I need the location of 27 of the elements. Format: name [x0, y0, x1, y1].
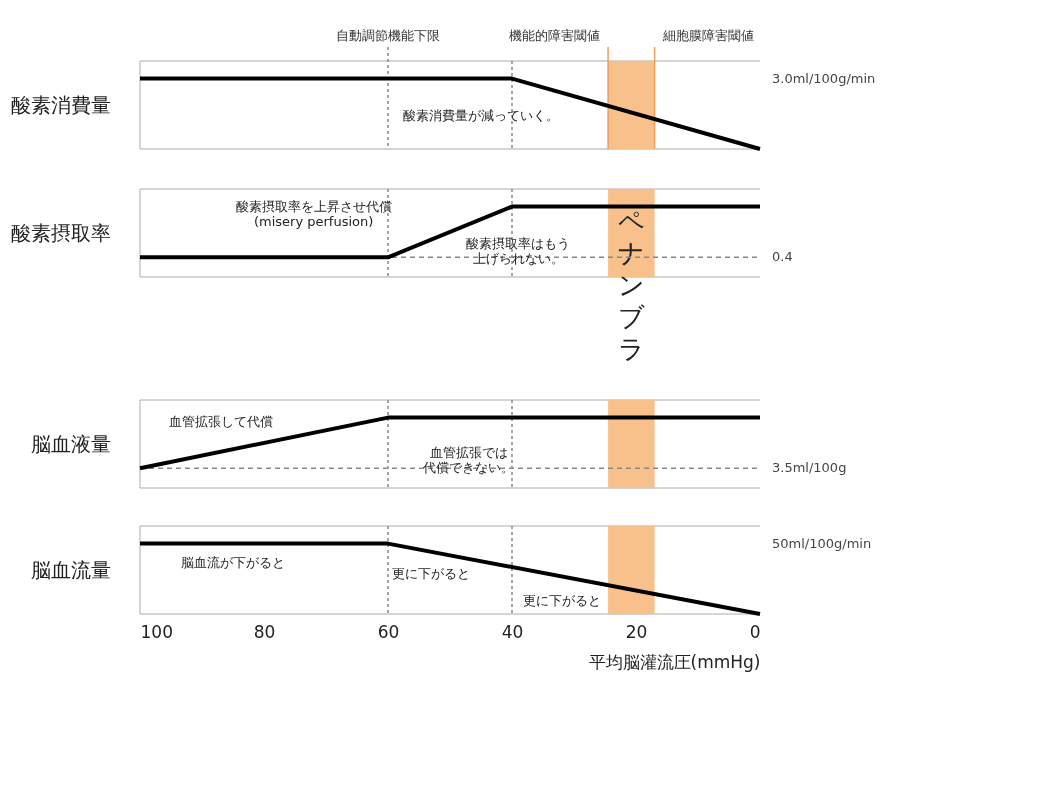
annotation: 脳血流が下がると — [181, 554, 285, 570]
annotation: 酸素摂取率を上昇させ代償 (misery perfusion) — [235, 198, 392, 229]
x-tick-label: 100 — [140, 621, 173, 642]
text: 50ml/100g/min — [772, 535, 872, 551]
annotation: 酸素消費量が減っていく。 — [403, 107, 559, 123]
text: 3.0ml/100g/min — [772, 70, 876, 86]
x-tick-label: 60 — [377, 621, 400, 642]
text: 0.4 — [772, 249, 793, 265]
ref-line-label: 機能的障害閾値 — [509, 28, 601, 43]
y-axis-title: 脳血流量 — [30, 557, 111, 582]
annotation: 血管拡張では代償できない。 — [422, 444, 515, 475]
band-label: ペナンブラ — [617, 206, 645, 364]
text: 3.5ml/100g — [772, 460, 847, 476]
ref-line-label: 自動調節機能下限 — [336, 28, 440, 43]
y-axis-title: 脳血液量 — [30, 431, 111, 456]
x-tick-label: 20 — [625, 621, 648, 642]
y-axis-title: 酸素摂取率 — [10, 220, 111, 245]
x-axis-title: 平均脳灌流圧(mmHg) — [588, 651, 761, 672]
annotation: 更に下がると — [392, 566, 471, 582]
x-tick-label: 40 — [501, 621, 524, 642]
annotation: 血管拡張して代償 — [168, 414, 273, 429]
x-tick-label: 80 — [253, 621, 276, 642]
annotation: 酸素摂取率はもう上げられない。 — [466, 235, 571, 266]
ref-line-label: 細胞膜障害閾値 — [661, 28, 754, 43]
x-tick-label: 0 — [749, 621, 761, 642]
y-axis-title: 酸素消費量 — [10, 92, 111, 117]
annotation: 更に下がると — [522, 592, 601, 608]
